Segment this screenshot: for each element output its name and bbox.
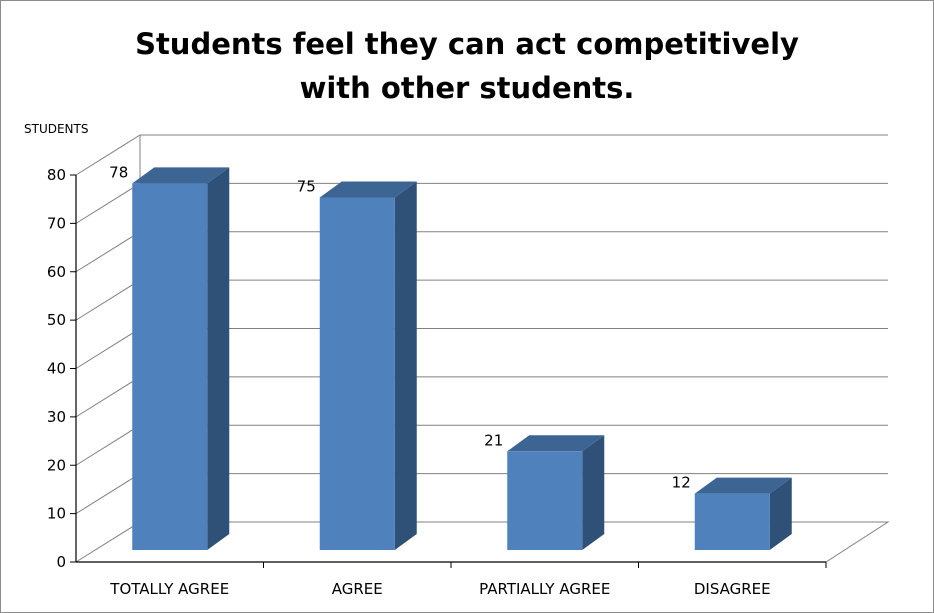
gridline-side (75, 376, 141, 418)
chart-title-line-1: Students feel they can act competitively (135, 27, 799, 61)
gridline-side (75, 134, 141, 176)
x-category-label: PARTIALLY AGREE (479, 580, 610, 598)
y-tick-label: 50 (47, 311, 66, 329)
y-tick-label: 60 (47, 263, 66, 281)
bar-side (394, 181, 417, 550)
bar-side (207, 167, 230, 550)
data-label: 75 (297, 178, 316, 196)
y-tick-label: 20 (47, 456, 66, 474)
gridline-side (75, 279, 141, 321)
y-tick-label: 80 (47, 166, 66, 184)
gridline-side (75, 231, 141, 273)
gridline-side (75, 328, 141, 369)
bar-side (582, 435, 605, 550)
y-tick-label: 30 (47, 408, 66, 426)
y-axis-title: STUDENTS (24, 122, 88, 136)
chart-title: Students feel they can act competitively… (0, 22, 934, 110)
bar-top (694, 477, 792, 494)
data-label: 12 (672, 474, 691, 492)
x-category-label: DISAGREE (694, 580, 771, 598)
y-tick-label: 40 (47, 360, 66, 378)
y-tick-label: 70 (47, 214, 66, 232)
bar (507, 451, 583, 550)
gridline-side (75, 182, 141, 224)
bar (694, 493, 770, 550)
gridline-side (75, 473, 141, 515)
bar (319, 197, 395, 550)
chart-title-line-2: with other students. (299, 71, 635, 105)
gridline-side (75, 424, 141, 466)
x-category-label: TOTALLY AGREE (109, 580, 229, 598)
y-tick-label: 0 (56, 553, 66, 571)
bar-top (319, 181, 417, 198)
bar-top (507, 435, 605, 452)
data-label: 78 (109, 163, 128, 181)
y-tick-label: 10 (47, 505, 66, 523)
data-label: 21 (484, 431, 503, 449)
bar-side (769, 477, 792, 550)
x-category-label: AGREE (332, 580, 383, 598)
bar (132, 183, 208, 550)
bar-top (132, 167, 230, 184)
